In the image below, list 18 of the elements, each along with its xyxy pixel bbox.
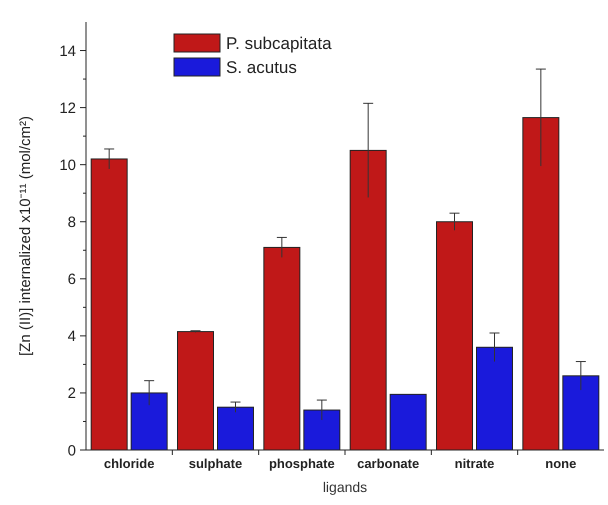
y-tick-label: 4 bbox=[68, 328, 76, 346]
x-tick-label: none bbox=[545, 456, 576, 471]
x-tick-label: chloride bbox=[104, 456, 154, 471]
x-tick-label: nitrate bbox=[454, 456, 494, 471]
x-tick-label: carbonate bbox=[357, 456, 420, 471]
y-tick-label: 12 bbox=[59, 100, 76, 117]
legend-label: P. subcapitata bbox=[226, 34, 332, 53]
x-tick-label: sulphate bbox=[188, 456, 242, 471]
x-axis-title: ligands bbox=[322, 479, 368, 495]
legend-label: S. acutus bbox=[226, 58, 297, 77]
y-tick-label: 0 bbox=[68, 442, 76, 460]
y-tick-label: 2 bbox=[68, 385, 76, 402]
y-tick-label: 10 bbox=[59, 156, 76, 174]
y-axis-title: [Zn (II)] internalized x10⁻¹¹ (mol/cm²) bbox=[17, 116, 34, 356]
y-tick-label: 6 bbox=[68, 271, 76, 288]
x-tick-label: phosphate bbox=[268, 456, 335, 471]
y-tick-label: 8 bbox=[68, 214, 76, 231]
y-tick-label: 14 bbox=[59, 42, 76, 60]
